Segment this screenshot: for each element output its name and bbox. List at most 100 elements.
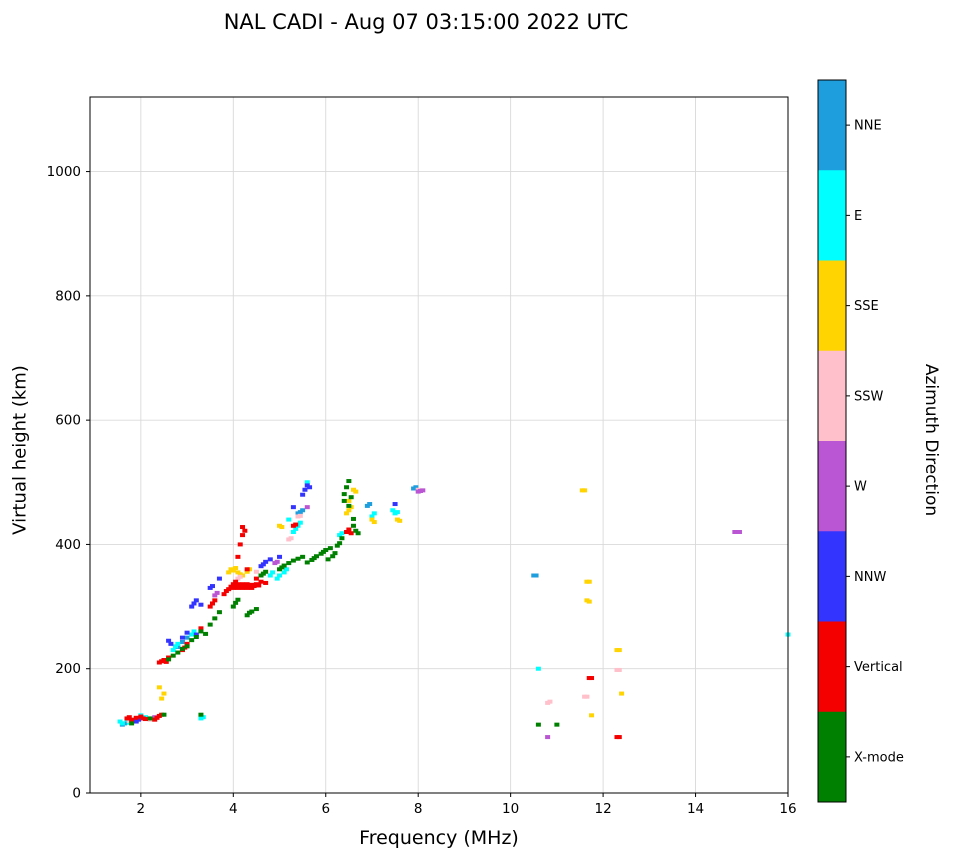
scatter-point xyxy=(348,531,354,536)
colorbar-segment xyxy=(818,711,846,803)
scatter-point xyxy=(304,505,310,510)
scatter-point xyxy=(286,517,292,522)
colorbar-label: X-mode xyxy=(854,750,904,765)
scatter-point xyxy=(230,568,236,573)
scatter-point xyxy=(179,646,185,651)
scatter-point xyxy=(244,582,250,587)
scatter-point xyxy=(369,517,375,522)
scatter-point xyxy=(339,536,345,541)
scatter-point xyxy=(535,722,541,727)
colorbar-segment xyxy=(818,531,846,622)
scatter-point xyxy=(147,716,153,721)
colorbar-label: SSW xyxy=(854,389,884,404)
scatter-point xyxy=(119,721,125,726)
colorbar-segment xyxy=(818,80,846,171)
scatter-point xyxy=(304,480,310,485)
scatter-point xyxy=(420,488,426,493)
scatter-point xyxy=(237,574,243,579)
scatter-point xyxy=(281,570,287,575)
scatter-point xyxy=(290,558,296,563)
scatter-point xyxy=(230,604,236,609)
colorbar-segment xyxy=(818,621,846,713)
scatter-point xyxy=(371,511,377,516)
scatter-point xyxy=(156,685,162,690)
scatter-point xyxy=(198,602,204,607)
scatter-point xyxy=(616,648,622,653)
y-tick-label: 400 xyxy=(55,537,81,553)
scatter-point xyxy=(214,590,220,595)
scatter-point xyxy=(198,626,204,631)
scatter-point xyxy=(586,599,592,604)
scatter-point xyxy=(170,653,176,658)
scatter-point xyxy=(619,691,625,696)
scatter-point xyxy=(207,604,213,609)
y-tick-label: 200 xyxy=(55,661,81,677)
scatter-point xyxy=(274,576,280,581)
plot-border xyxy=(89,96,789,794)
scatter-point xyxy=(325,557,331,562)
scatter-point xyxy=(129,721,135,726)
colorbar-label: W xyxy=(854,480,867,495)
x-tick-label: 8 xyxy=(414,801,423,817)
scatter-point xyxy=(277,554,283,559)
scatter-point xyxy=(233,566,239,571)
scatter-point xyxy=(267,557,273,562)
scatter-point xyxy=(586,579,592,584)
scatter-point xyxy=(397,518,403,523)
colorbar-axis-label: Azimuth Direction xyxy=(921,363,941,517)
colorbar-border xyxy=(817,79,847,803)
scatter-point xyxy=(249,609,255,614)
colorbar-label: Vertical xyxy=(854,660,903,675)
scatter-point xyxy=(369,514,375,519)
scatter-point xyxy=(179,639,185,644)
scatter-point xyxy=(279,525,285,530)
scatter-point xyxy=(184,641,190,646)
scatter-point xyxy=(193,598,199,603)
scatter-point xyxy=(323,548,329,553)
scatter-point xyxy=(533,573,539,578)
scatter-point xyxy=(133,715,139,720)
colorbar-segment xyxy=(818,260,846,352)
scatter-point xyxy=(344,511,350,516)
scatter-point xyxy=(290,530,296,534)
scatter-point xyxy=(161,712,167,717)
scatter-point xyxy=(353,528,359,533)
scatter-point xyxy=(200,715,206,720)
scatter-point xyxy=(327,546,333,551)
scatter-point xyxy=(392,502,398,507)
scatter-point xyxy=(334,543,340,548)
scatter-point xyxy=(616,667,622,672)
scatter-point xyxy=(258,579,264,584)
scatter-point xyxy=(191,629,197,634)
scatter-point xyxy=(189,632,195,637)
scatter-point xyxy=(191,601,197,606)
scatter-point xyxy=(300,508,306,513)
scatter-point xyxy=(341,498,347,503)
scatter-point xyxy=(304,560,310,565)
scatter-point xyxy=(184,644,190,649)
scatter-point xyxy=(281,563,287,568)
scatter-point xyxy=(166,657,172,662)
scatter-point xyxy=(297,520,303,525)
scatter-point xyxy=(173,644,179,649)
scatter-point xyxy=(159,696,165,701)
scatter-point xyxy=(212,598,218,603)
scatter-point xyxy=(235,582,241,587)
scatter-point xyxy=(350,523,356,528)
scatter-point xyxy=(307,485,313,490)
scatter-point xyxy=(302,487,308,492)
scatter-point xyxy=(161,691,167,696)
scatter-point xyxy=(244,567,250,572)
scatter-point xyxy=(216,610,222,615)
scatter-point xyxy=(300,554,306,559)
scatter-point xyxy=(346,527,352,532)
scatter-point xyxy=(582,488,588,493)
scatter-point xyxy=(413,485,419,490)
scatter-point xyxy=(355,531,361,536)
scatter-point xyxy=(353,489,359,494)
scatter-point xyxy=(337,541,343,546)
scatter-point xyxy=(584,694,590,699)
colorbar-segment xyxy=(818,170,846,261)
